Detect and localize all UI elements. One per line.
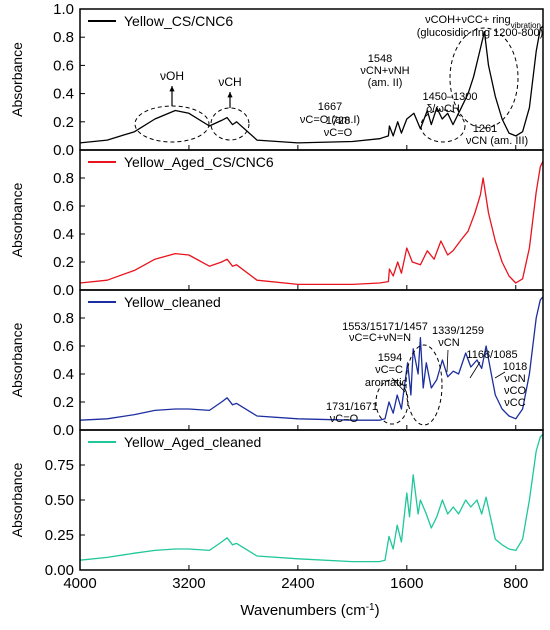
panel-2-ytick-label: 0.2 (53, 254, 74, 271)
panel-2-ylabel: Absorbance (9, 182, 25, 257)
anno-1731-1671-label: 1731/1671 (326, 401, 378, 413)
panel-1-legend-label: Yellow_CS/CNC6 (124, 13, 233, 29)
panel-4-legend-label: Yellow_Aged_cleaned (124, 434, 261, 450)
panel-4-ytick-label: 0.75 (45, 457, 74, 474)
panel-2-ytick-label: 0.0 (53, 282, 74, 299)
anno-1594-label: 1594 (378, 352, 402, 364)
anno-vch: νCH (218, 75, 241, 89)
anno-dch: δ/ωCH (426, 103, 460, 115)
pointer-1594 (391, 377, 406, 393)
ch-def-ellipse (420, 109, 466, 143)
xtick-label: 1600 (390, 575, 423, 592)
panel-3-spectrum-line (79, 296, 544, 421)
azo-band-ellipse (405, 344, 443, 426)
panel-2-ytick-label: 0.4 (53, 226, 74, 243)
xtick-label: 3200 (172, 575, 205, 592)
oh-arrow-head (169, 86, 175, 92)
anno-1261-label: 1261 (473, 123, 497, 135)
anno-1548-am2: (am. II) (368, 77, 403, 89)
anno-voh: νOH (160, 69, 184, 83)
glucosidic-ring-ellipse (449, 27, 519, 129)
panel-2-frame (79, 149, 544, 291)
panel-3-legend-label: Yellow_cleaned (124, 294, 221, 310)
ch-band-ellipse (210, 107, 250, 141)
anno-vcc-vnn: νC=C+νN=N (349, 332, 411, 344)
panel-4-frame (79, 429, 544, 571)
xtick-label: 2400 (281, 575, 314, 592)
anno-1168-1085-label: 1168/1085 (466, 349, 517, 361)
panel-3-ytick-label: 0.6 (53, 338, 74, 355)
anno-1553-label: 1553/15171/1457 (342, 321, 428, 333)
panel-1-ylabel: Absorbance (9, 42, 25, 117)
panel-3-ytick-label: 0.4 (53, 366, 74, 383)
anno-1667-label: 1667 (318, 101, 342, 113)
anno-1548-label: 1548 (368, 53, 392, 65)
carbonyl-ellipse (375, 379, 409, 425)
panel-2-ytick-label: 0.8 (53, 170, 74, 187)
anno-vcn-1018: νCN (504, 373, 525, 385)
pointer-1018 (494, 371, 506, 379)
anno-1728-label: 1728 (326, 115, 350, 127)
anno-1339-1259-label: 1339/1259 (432, 325, 484, 337)
pointer-1168 (469, 361, 481, 379)
anno-vco-1018: νCO (504, 385, 526, 397)
panel-2-spectrum-line (79, 160, 544, 286)
panel-1-ytick-label: 0.8 (53, 29, 74, 46)
panel-1-spectrum-line (79, 25, 544, 144)
panel-4-ytick-label: 0.50 (45, 492, 74, 509)
anno-glucosidic-ring: (glucosidic ring 1200-800) (417, 27, 544, 39)
anno-1450-1300-label: 1450–1300 (422, 91, 477, 103)
panel-2-legend-label: Yellow_Aged_CS/CNC6 (124, 154, 274, 170)
panel-3-ytick-label: 0.8 (53, 310, 74, 327)
panel-4-ytick-label: 0.00 (45, 562, 74, 579)
xtick-label: 4000 (63, 575, 96, 592)
anno-1728-vco: νC=O (324, 127, 353, 139)
panel-1-ytick-label: 0.4 (53, 86, 74, 103)
panel-1-ytick-label: 0.6 (53, 57, 74, 74)
xtick-label: 800 (503, 575, 528, 592)
anno-1731-vco: νC=O (330, 413, 359, 425)
anno-1018-label: 1018 (503, 361, 527, 373)
anno-vco-am1: νC=O (am.I) (300, 114, 360, 126)
anno-coh-cc-ring: νCOH+νCC+ ringvibration (425, 14, 541, 30)
anno-1594-vcc: νC=C (375, 364, 403, 376)
anno-vcn-1339: νCN (438, 337, 459, 349)
pointer-1339 (446, 349, 449, 373)
anno-1548-vcn-vnh: νCN+νNH (360, 65, 409, 77)
panel-4-ytick-label: 0.25 (45, 527, 74, 544)
panel-4-ylabel: Absorbance (9, 462, 25, 537)
panel-3-ytick-label: 0.0 (53, 422, 74, 439)
panel-1-ytick-label: 0.2 (53, 114, 74, 131)
panel-4-spectrum-line (79, 433, 544, 563)
panel-3-ylabel: Absorbance (9, 322, 25, 397)
panel-1-ytick-label: 0.0 (53, 142, 74, 159)
anno-vcn-am3: νCN (am. III) (466, 135, 528, 147)
panel-2-ytick-label: 0.6 (53, 198, 74, 215)
ch-arrow-head (227, 92, 233, 98)
anno-vcc-1018: νCC (504, 397, 525, 409)
panel-3-ytick-label: 0.2 (53, 394, 74, 411)
panel-1-ytick-label: 1.0 (53, 1, 74, 18)
x-axis-label: Wavenumbers (cm-1) (240, 602, 379, 620)
anno-aromatic: aromatic (365, 377, 408, 389)
